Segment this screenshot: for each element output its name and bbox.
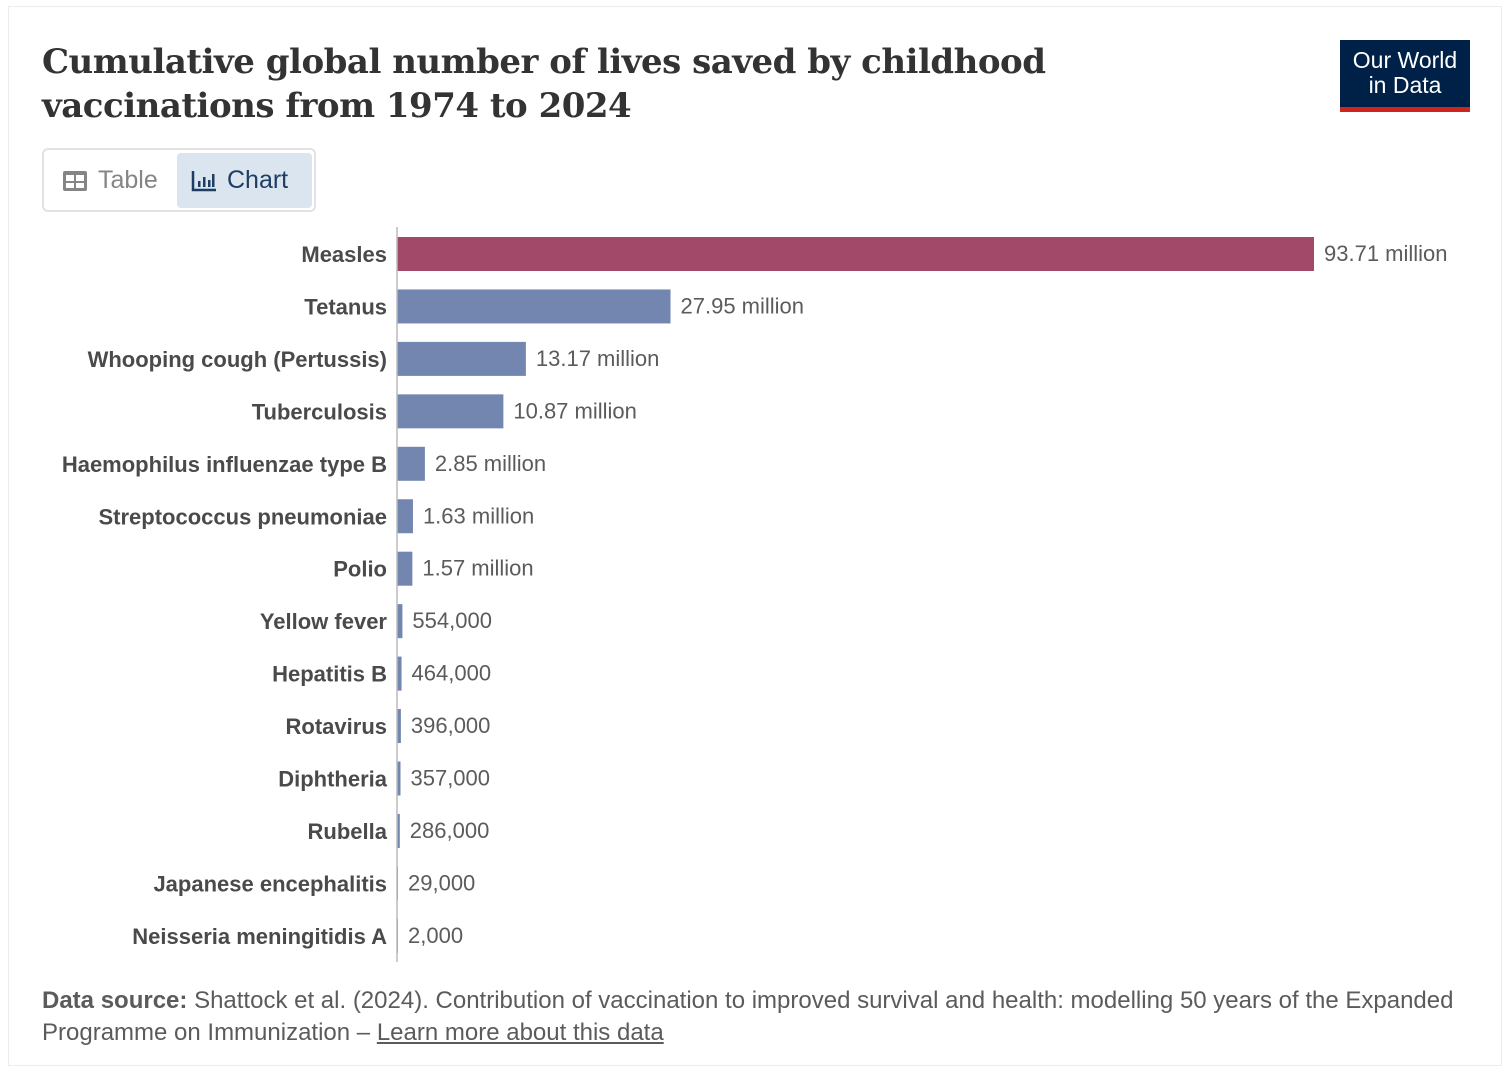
bar[interactable] bbox=[397, 446, 425, 481]
value-label: 2.85 million bbox=[435, 451, 546, 476]
value-label: 27.95 million bbox=[681, 293, 805, 318]
category-label: Diphtheria bbox=[278, 767, 388, 792]
value-label: 554,000 bbox=[412, 608, 492, 633]
category-label: Polio bbox=[333, 557, 387, 582]
category-label: Measles bbox=[301, 242, 387, 267]
value-label: 1.57 million bbox=[422, 556, 533, 581]
learn-more-link[interactable]: Learn more about this data bbox=[376, 1019, 664, 1046]
category-label: Whooping cough (Pertussis) bbox=[88, 347, 387, 372]
view-toggle: Table Chart bbox=[42, 148, 316, 212]
tab-table-label: Table bbox=[98, 166, 158, 194]
table-icon bbox=[63, 170, 87, 191]
category-label: Rubella bbox=[308, 819, 388, 844]
owid-logo[interactable]: Our World in Data bbox=[1340, 40, 1470, 112]
category-label: Haemophilus influenzae type B bbox=[62, 452, 387, 477]
value-label: 13.17 million bbox=[536, 346, 660, 371]
value-label: 357,000 bbox=[410, 766, 490, 791]
bar-chart-icon bbox=[191, 170, 216, 191]
category-label: Rotavirus bbox=[286, 714, 387, 739]
bar[interactable] bbox=[397, 813, 400, 848]
source-label: Data source: bbox=[42, 987, 188, 1014]
bar[interactable] bbox=[397, 394, 504, 429]
category-label: Neisseria meningitidis A bbox=[132, 924, 387, 949]
separator: – bbox=[356, 1019, 371, 1046]
bar[interactable] bbox=[397, 709, 401, 744]
tab-table[interactable]: Table bbox=[48, 153, 174, 208]
bar-chart: Measles 93.71 million Tetanus 27.95 million… bbox=[62, 227, 1448, 962]
bar[interactable] bbox=[397, 237, 1314, 271]
chart-title: Cumulative global number of lives saved … bbox=[42, 42, 1046, 126]
tab-chart-label: Chart bbox=[227, 166, 289, 194]
logo-line-2: in Data bbox=[1368, 72, 1442, 98]
category-label: Tuberculosis bbox=[252, 399, 387, 424]
source-text: Shattock et al. (2024). Contribution of … bbox=[42, 987, 1454, 1046]
value-label: 396,000 bbox=[411, 713, 491, 738]
value-label: 93.71 million bbox=[1324, 241, 1448, 266]
bar[interactable] bbox=[397, 341, 526, 376]
category-label: Japanese encephalitis bbox=[153, 871, 387, 896]
bar[interactable] bbox=[397, 604, 403, 639]
bar[interactable] bbox=[397, 499, 413, 534]
category-label: Tetanus bbox=[304, 294, 387, 319]
category-label: Hepatitis B bbox=[272, 662, 387, 687]
bar[interactable] bbox=[397, 289, 671, 324]
footer: Data source: Shattock et al. (2024). Con… bbox=[42, 985, 1482, 1049]
bar[interactable] bbox=[397, 761, 401, 796]
value-label: 286,000 bbox=[410, 818, 490, 843]
value-label: 464,000 bbox=[412, 661, 492, 686]
bar[interactable] bbox=[397, 656, 402, 691]
category-label: Yellow fever bbox=[260, 609, 388, 634]
value-label: 29,000 bbox=[408, 870, 475, 895]
tab-chart[interactable]: Chart bbox=[177, 153, 312, 208]
value-label: 2,000 bbox=[408, 923, 463, 948]
value-label: 1.63 million bbox=[423, 503, 534, 528]
value-label: 10.87 million bbox=[513, 398, 637, 423]
bar[interactable] bbox=[397, 551, 413, 586]
category-label: Streptococcus pneumoniae bbox=[98, 504, 387, 529]
logo-line-1: Our World bbox=[1352, 47, 1458, 73]
